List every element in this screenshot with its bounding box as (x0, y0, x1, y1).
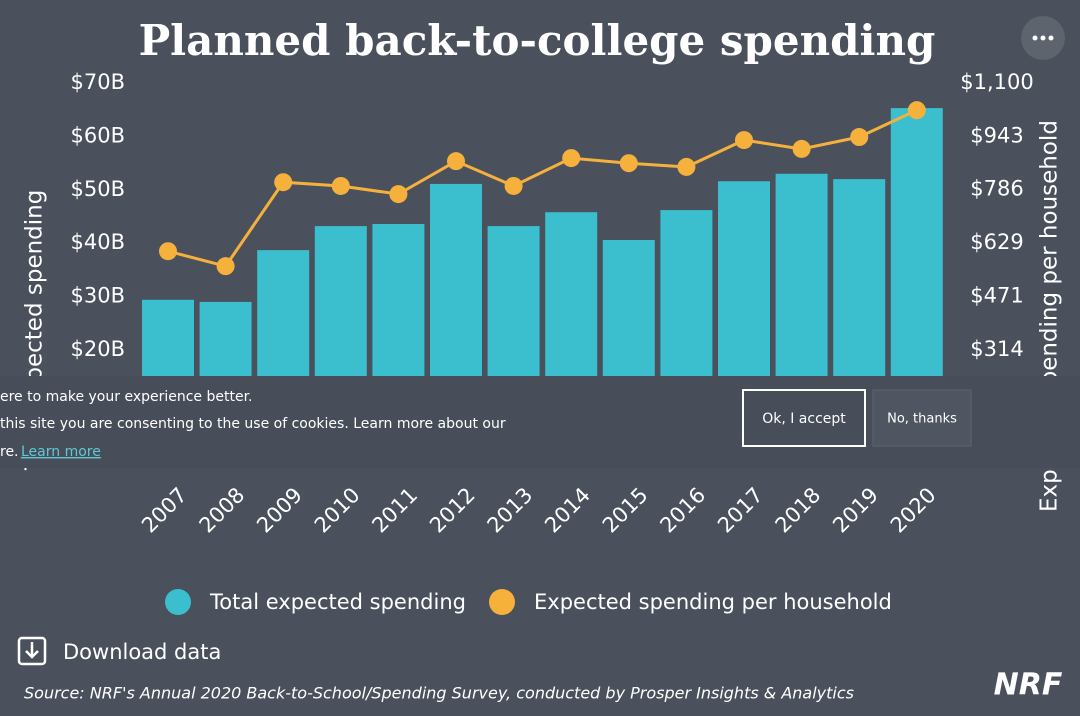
x-tick-label: 2017 (713, 483, 768, 538)
banner-text: ere to make your experience better. (0, 389, 253, 405)
x-tick-label: 2014 (540, 483, 595, 538)
accept-text[interactable]: Ok, I accept (762, 411, 846, 427)
x-tick-label: 2019 (828, 483, 883, 538)
chart: $20B $30B $40B $50B $60B $70B $314 $471 $629 $786… (22, 70, 1063, 615)
banner-text: this site you are consenting to the use … (0, 416, 506, 432)
download-text[interactable]: Download data (63, 640, 221, 664)
download-icon (17, 636, 47, 666)
y2-tick-label: $629 (970, 230, 1023, 254)
learn-more-link[interactable]: Learn more (21, 444, 101, 460)
menu-dot (1040, 35, 1046, 41)
point (562, 149, 581, 168)
y-tick-label: $40B (71, 230, 126, 254)
point (850, 128, 869, 147)
decline-text[interactable]: No, thanks (887, 412, 957, 427)
y2-tick-label: $471 (970, 284, 1023, 308)
y-tick-label: $20B (71, 337, 126, 361)
x-tick-label: 2010 (310, 483, 365, 538)
point (504, 176, 523, 195)
download-arrow (25, 642, 39, 659)
legend-label: Total expected spending (209, 590, 466, 614)
legend-marker (165, 589, 191, 615)
x-tick-label: 2009 (252, 483, 307, 538)
point (447, 152, 465, 171)
point (216, 257, 235, 276)
x-tick-label: 2020 (886, 483, 941, 538)
point (735, 131, 753, 150)
cookie-banner: ere to make your experience better. this… (0, 376, 1080, 468)
x-tick-label: 2015 (598, 483, 653, 538)
point (907, 101, 926, 120)
point (389, 185, 408, 204)
point (331, 176, 350, 195)
point (159, 242, 177, 261)
x-tick-label: 2008 (195, 483, 250, 538)
legend-marker (489, 589, 515, 615)
y2-tick-label: $314 (970, 337, 1023, 361)
chart-title: Planned back-to-college spending (139, 16, 936, 65)
legend-label: Expected spending per household (534, 590, 892, 614)
point (619, 154, 638, 173)
x-tick-label: 2018 (771, 483, 826, 538)
menu-button[interactable] (1021, 16, 1065, 60)
banner-text: re. (0, 444, 19, 460)
x-tick-label: 2012 (425, 483, 480, 538)
logo: NRF (994, 668, 1063, 703)
point (677, 157, 696, 176)
source: Source: NRF's Annual 2020 Back-to-School… (24, 684, 854, 703)
point (792, 139, 811, 158)
x-tick-label: 2007 (137, 483, 192, 538)
accept-button[interactable] (742, 389, 866, 447)
y2-tick-label: $943 (970, 123, 1023, 147)
point (274, 173, 293, 192)
decline-button[interactable] (872, 389, 972, 447)
x-tick-label: 2013 (483, 483, 538, 538)
y-tick-label: $50B (71, 177, 126, 201)
y-tick-label: $60B (71, 123, 126, 147)
menu-dot (1048, 35, 1054, 41)
line (167, 108, 918, 268)
y2-tick-label: $1,100 (960, 70, 1033, 94)
menu-dot (1032, 35, 1038, 41)
download-link[interactable]: Download data (17, 636, 221, 666)
x-tick-label: 2016 (655, 483, 710, 538)
y2-tick-label: $786 (970, 177, 1023, 201)
x-tick-label: 2011 (367, 483, 422, 538)
y-tick-label: $30B (71, 284, 126, 308)
y-tick-label: $70B (71, 70, 126, 94)
